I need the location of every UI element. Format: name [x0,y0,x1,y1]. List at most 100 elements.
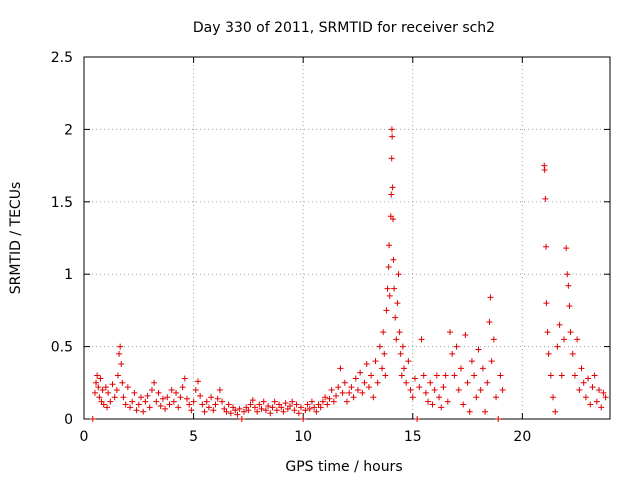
data-point [499,387,506,394]
data-point [100,401,107,408]
data-point [269,404,276,411]
data-point [376,343,383,350]
data-point [484,379,491,386]
data-point [455,387,462,394]
data-point [390,256,397,263]
data-point [554,343,561,350]
data-point [433,372,440,379]
data-point [556,321,563,328]
data-point [227,410,234,417]
data-point [179,384,186,391]
data-point [289,398,296,405]
data-point [593,398,600,405]
data-point [344,398,350,405]
data-point [388,191,395,198]
data-point [542,195,549,202]
data-point [197,392,204,399]
x-tick-label: 10 [294,429,312,445]
data-point [602,394,609,401]
data-point [317,404,324,411]
data-point [273,407,280,414]
data-point [547,372,554,379]
data-point [451,372,458,379]
data-point [155,389,162,396]
data-point [396,329,403,336]
data-point [260,398,267,405]
data-point [414,416,421,422]
y-axis-label: SRMTID / TECUs [8,182,24,295]
x-tick-label: 20 [513,429,531,445]
data-point [190,398,197,405]
chart-title: Day 330 of 2011, SRMTID for receiver sch… [193,20,495,36]
data-point [97,375,104,382]
data-point [382,372,389,379]
data-point [363,360,370,367]
data-point [564,271,571,278]
data-point [114,372,121,379]
data-point [495,416,502,422]
data-point [166,401,173,408]
data-point [328,387,335,394]
data-point [119,379,126,386]
data-point [350,394,357,401]
data-point [333,392,340,399]
x-axis-label: GPS time / hours [285,459,402,475]
data-point [390,216,397,223]
data-point [162,405,169,412]
data-point [131,389,138,396]
data-point [93,379,100,386]
data-point [391,285,398,292]
data-point [552,408,559,415]
data-point [117,343,124,350]
data-point [354,387,361,394]
data-point [192,387,199,394]
data-point [388,155,395,162]
grid-lines [84,57,610,419]
data-point [214,395,221,402]
data-point [194,378,201,385]
data-point [477,387,484,394]
data-point [210,407,217,414]
data-point [102,384,109,391]
data-point [271,398,278,405]
data-point [300,416,307,422]
data-point [563,245,570,252]
data-point [234,411,241,418]
data-point [444,398,451,405]
data-point [148,387,155,394]
data-point [416,384,423,391]
data-point [208,394,215,401]
data-point [399,343,406,350]
data-point [297,404,304,411]
data-point [104,404,111,411]
data-point [565,282,572,289]
data-point [425,398,432,405]
data-point [574,336,581,343]
data-point [109,381,116,388]
data-point [251,404,258,411]
data-point [571,372,578,379]
x-tick-label: 0 [80,429,89,445]
data-point [341,379,348,386]
data-point [181,375,188,382]
data-point [140,408,147,415]
data-point [330,398,337,405]
data-point [89,416,96,422]
data-point [280,408,287,415]
data-point [122,401,129,408]
y-tick-label: 0 [64,412,73,428]
data-point [436,394,443,401]
x-axis: 0 5 10 15 20 [80,57,531,445]
data-point [407,387,414,394]
data-point [287,402,294,409]
data-point [116,350,123,357]
data-point [379,365,386,372]
data-point [135,401,142,408]
data-point [293,401,300,408]
data-point [282,400,289,407]
data-point [411,375,418,382]
data-point [137,394,144,401]
data-point [393,336,400,343]
data-point [170,398,177,405]
data-point [372,358,379,365]
